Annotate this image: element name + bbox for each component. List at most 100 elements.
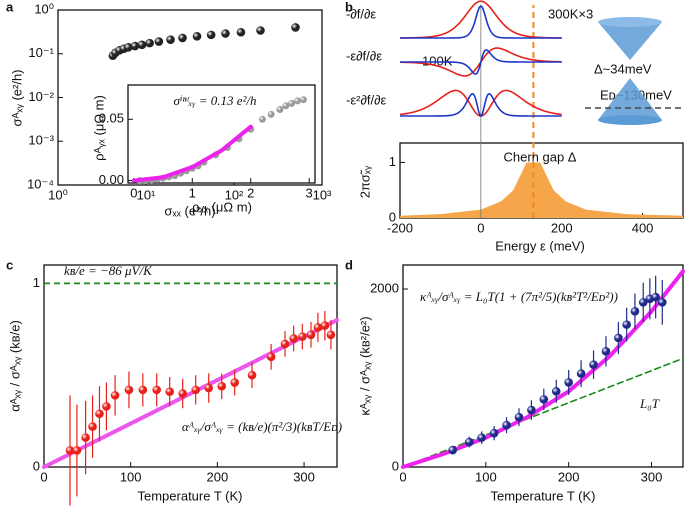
annotation: κᴬₓᵧ/σᴬₓᵧ = L₀T(1 + (7π²/5)(kʙ²T²/Eᴅ²)) — [420, 289, 618, 304]
x-axis-label: ρₓₓ (μΩ m) — [192, 199, 252, 214]
data-point — [138, 385, 148, 395]
data-point — [192, 32, 202, 41]
data-point — [464, 437, 474, 447]
x-tick-label: 200 — [551, 220, 573, 235]
annotation: Chern gap Δ — [503, 149, 576, 164]
data-point — [657, 298, 667, 307]
data-point — [191, 385, 201, 395]
x-tick-label: 200 — [207, 469, 229, 484]
data-point — [65, 446, 75, 455]
data-point — [306, 330, 316, 340]
data-point — [282, 102, 290, 110]
data-point — [236, 27, 246, 37]
data-point — [651, 292, 660, 302]
inset-frame — [127, 84, 316, 184]
data-point — [514, 412, 524, 422]
data-point — [280, 339, 290, 349]
data-point — [293, 97, 301, 105]
data-point — [622, 320, 631, 329]
y-tick-label: 10⁻² — [28, 89, 54, 104]
x-tick-label: 100 — [475, 469, 497, 484]
annotation: -ε²∂f/∂ε — [346, 92, 387, 107]
data-point — [448, 445, 458, 455]
y-axis-label: 2πσ̃ₓᵧ — [357, 165, 372, 198]
x-tick-label: -200 — [387, 220, 413, 235]
x-tick-label: 400 — [632, 220, 654, 235]
data-point — [124, 385, 134, 395]
data-point — [527, 405, 536, 415]
data-point — [130, 41, 140, 51]
data-point — [291, 23, 300, 32]
y-axis-label: κᴬₓᵧ / σᴬₓᵧ (kʙ²/e²) — [357, 316, 372, 415]
data-point — [204, 383, 214, 393]
data-point — [288, 99, 296, 107]
data-point — [564, 378, 573, 387]
y-tick-label: 10⁰ — [34, 1, 54, 16]
schematic-curve — [400, 49, 562, 75]
data-point — [217, 381, 227, 391]
data-point — [145, 38, 154, 48]
y-axis-label: σᴬₓᵧ (e²/h) — [9, 69, 24, 126]
data-point — [299, 96, 307, 104]
annotation: -ε∂f/∂ε — [346, 48, 382, 63]
x-tick-label: 0 — [399, 469, 406, 484]
data-point — [576, 369, 586, 378]
data-point — [256, 26, 265, 35]
y-axis-label: ρᴬᵧₓ (μΩ m) — [91, 95, 106, 161]
x-tick-label: 300 — [293, 469, 315, 484]
x-tick-label: 100 — [120, 469, 142, 484]
data-point — [477, 433, 486, 442]
panel-label: b — [345, 0, 353, 14]
annotation: L₀T — [639, 396, 660, 411]
annotation: σⁱⁿᵗₓᵧ = 0.13 e²/h — [173, 93, 256, 108]
data-point — [166, 35, 175, 44]
x-tick-label: 10² — [225, 187, 244, 202]
y-tick-label: 1 — [33, 275, 40, 290]
annotation: Δ~34meV — [594, 61, 652, 76]
data-point — [124, 43, 133, 52]
cone-lower-base — [598, 115, 662, 125]
data-point — [551, 387, 561, 396]
annotation: αᴬₓᵧ/σᴬₓᵧ = (kʙ/e)(π²/3)(kʙT/Eᴅ) — [182, 419, 342, 434]
data-point — [72, 446, 82, 455]
data-point — [247, 370, 257, 380]
data-point — [630, 306, 640, 316]
x-tick-label: 200 — [558, 469, 580, 484]
data-point — [178, 33, 187, 43]
x-tick-label: 10⁰ — [48, 187, 68, 202]
data-point — [152, 385, 161, 395]
x-axis-label: Energy ε (meV) — [495, 238, 585, 253]
data-point — [313, 323, 323, 332]
data-point — [81, 433, 90, 442]
x-tick-label: 0 — [40, 469, 47, 484]
data-point — [266, 352, 276, 362]
x-tick-label: 10¹ — [137, 187, 156, 202]
data-point — [95, 409, 104, 419]
x-tick-label: 3 — [306, 185, 313, 200]
x-tick-label: 2 — [247, 185, 254, 200]
data-point — [154, 37, 164, 46]
data-point — [320, 321, 330, 330]
annotation: 300K×3 — [548, 6, 593, 21]
x-tick-label: 10³ — [313, 187, 332, 202]
data-point — [137, 40, 147, 50]
y-tick-label: 0.05 — [99, 111, 124, 126]
panel-label: d — [345, 257, 353, 272]
line — [131, 124, 253, 183]
data-point — [539, 395, 549, 404]
x-axis-label: Temperature T (K) — [490, 488, 595, 503]
data-point — [165, 387, 174, 397]
data-point — [614, 333, 623, 343]
x-tick-label: 1 — [189, 185, 196, 200]
data-point — [298, 332, 307, 341]
data-point — [88, 422, 97, 431]
data-point — [276, 106, 284, 113]
x-tick-label: 0 — [477, 220, 484, 235]
y-tick-label: 1 — [389, 154, 396, 169]
y-tick-label: 10⁻⁴ — [27, 176, 54, 191]
y-tick-label: 0 — [33, 458, 40, 473]
y-tick-label: 10⁻¹ — [28, 45, 54, 60]
annotation: kʙ/e = −86 μV/K — [64, 263, 153, 278]
